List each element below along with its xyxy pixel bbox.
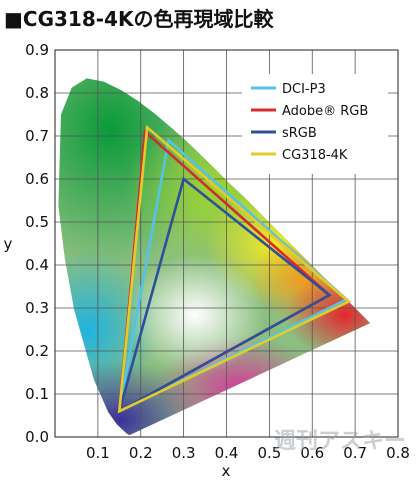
y-tick-label: 0.6 (25, 170, 49, 188)
title-text: ■CG318-4Kの色再現域比較 (4, 6, 274, 31)
gamut-dci-p3 (117, 137, 349, 414)
grid (54, 49, 399, 438)
y-tick-label: 0.4 (25, 256, 49, 274)
x-tick-label: 0.4 (215, 444, 239, 462)
plot-frame (54, 49, 399, 438)
x-tick-label: 0.7 (343, 444, 367, 462)
legend: DCI-P3 Adobe® RGB sRGB CG318-4K (242, 74, 388, 174)
legend-label: Adobe® RGB (282, 104, 368, 119)
legend-label: CG318-4K (282, 148, 348, 163)
y-tick-label: 0.0 (25, 428, 49, 446)
legend-label: DCI-P3 (282, 82, 326, 97)
y-tick-label: 0.3 (25, 299, 49, 317)
gamut-cg318-4k (117, 124, 352, 414)
x-axis-label: x (222, 462, 231, 480)
x-tick-label: 0.2 (129, 444, 153, 462)
x-tick-label: 0.6 (300, 444, 324, 462)
x-tick-label: 0.3 (172, 444, 196, 462)
y-axis-label: y (4, 235, 13, 253)
y-tick-label: 0.7 (25, 127, 49, 145)
legend-label: sRGB (282, 126, 317, 141)
watermark: 週刊アスキー (274, 429, 406, 454)
y-tick-label: 0.8 (25, 84, 49, 102)
tick-labels: 0.1 0.2 0.3 0.4 0.5 0.6 0.7 0.8 0.0 0.1 0.2 0.3 0.4 0… (25, 41, 410, 462)
red-region (285, 270, 371, 360)
y-tick-label: 0.1 (25, 385, 49, 403)
y-tick-label: 0.2 (25, 342, 49, 360)
x-tick-label: 0.5 (257, 444, 281, 462)
y-tick-label: 0.5 (25, 213, 49, 231)
y-tick-label: 0.9 (25, 41, 49, 59)
legend-box (242, 74, 388, 174)
x-tick-label: 0.8 (386, 444, 410, 462)
gamut-srgb (117, 176, 332, 414)
chart-title: ■CG318-4Kの色再現域比較 (4, 2, 273, 32)
gamut-triangles (117, 124, 352, 414)
x-tick-label: 0.1 (86, 444, 110, 462)
white-point-region (125, 255, 265, 375)
